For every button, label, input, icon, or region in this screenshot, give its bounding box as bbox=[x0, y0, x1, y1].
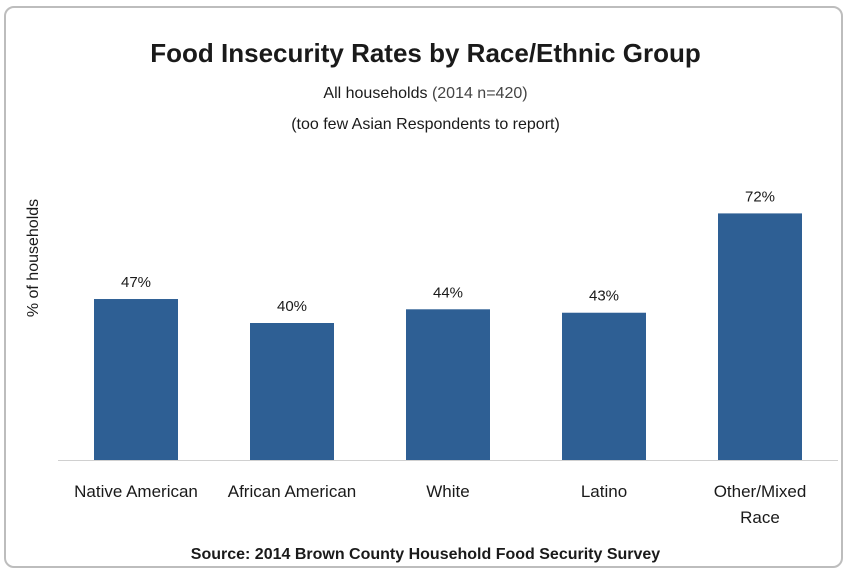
category-label-2: White bbox=[426, 482, 469, 501]
subtitle-note: (2014 n=420) bbox=[431, 85, 528, 102]
bar-4 bbox=[718, 213, 802, 460]
chart-subtitle: All households (2014 n=420) bbox=[0, 85, 851, 103]
chart-title: Food Insecurity Rates by Race/Ethnic Gro… bbox=[150, 38, 701, 68]
bar-0 bbox=[94, 299, 178, 460]
category-label-3: Latino bbox=[581, 482, 627, 501]
data-label-2: 44% bbox=[433, 284, 463, 301]
category-label-4: Other/Mixed Race bbox=[714, 482, 807, 527]
data-label-3: 43% bbox=[589, 288, 619, 305]
category-label-0: Native American bbox=[74, 482, 198, 501]
bar-2 bbox=[406, 309, 490, 460]
data-label-4: 72% bbox=[745, 188, 775, 205]
data-label-1: 40% bbox=[277, 298, 307, 315]
chart-subtitle-note: (too few Asian Respondents to report) bbox=[291, 116, 560, 133]
chart-source: Source: 2014 Brown County Household Food… bbox=[190, 546, 661, 563]
subtitle-main: All households bbox=[323, 85, 428, 102]
bar-1 bbox=[250, 323, 334, 460]
bars-group: 47% Native American 40% African American 44%… bbox=[74, 188, 806, 527]
bar-3 bbox=[562, 312, 646, 460]
data-label-0: 47% bbox=[121, 274, 151, 291]
chart-frame bbox=[4, 6, 843, 568]
category-label-1: African American bbox=[228, 482, 357, 501]
